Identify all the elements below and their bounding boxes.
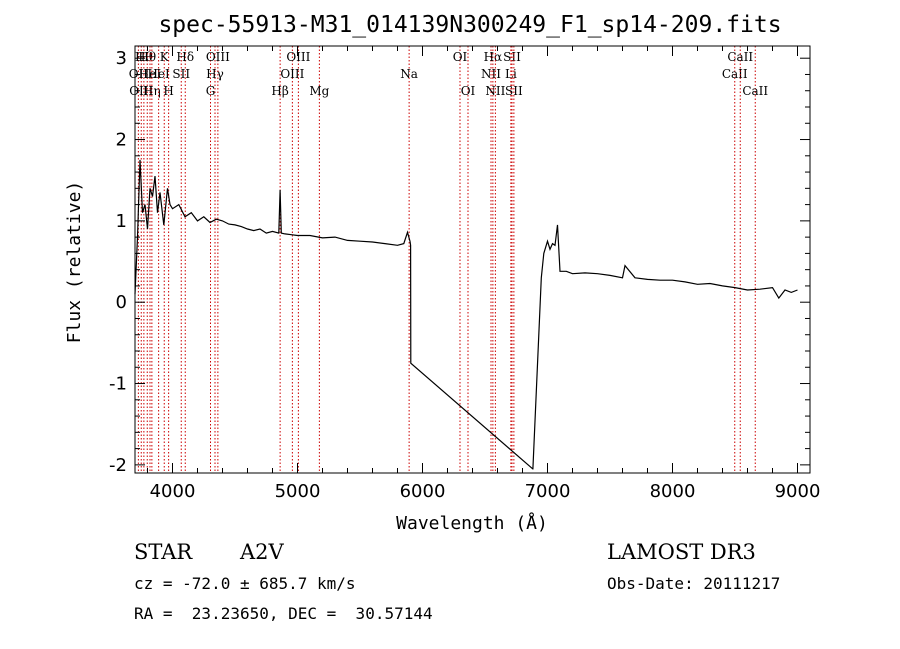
line-marker-label: NII <box>481 67 501 81</box>
x-axis-label: Wavelength (Å) <box>396 512 548 534</box>
spectrum-line <box>134 159 798 470</box>
line-marker-label: Na <box>400 67 418 81</box>
line-marker-label: OIII <box>206 50 230 64</box>
chart-title: spec-55913-M31_014139N300249_F1_sp14-209… <box>158 12 781 38</box>
line-marker-label: H <box>163 84 173 98</box>
line-marker-label: Hθ <box>135 50 153 64</box>
x-tick-label: 5000 <box>275 481 321 502</box>
y-tick-label: 2 <box>116 130 127 151</box>
line-marker-label: CaII <box>727 50 753 64</box>
axes: 4000 5000 6000 7000 8000 9000 -2 -1 0 1 2 3 <box>109 46 820 502</box>
line-marker-label: Hθ <box>138 50 156 64</box>
line-marker-label: CaII <box>722 67 748 81</box>
x-tick-label: 4000 <box>150 481 196 502</box>
y-tick-label: -2 <box>109 455 127 476</box>
line-marker-label: Mg <box>309 84 329 98</box>
x-tick-label: 6000 <box>400 481 446 502</box>
line-marker-label: SII <box>172 67 190 81</box>
line-marker-label: G <box>206 84 216 98</box>
line-marker-label: OI <box>461 84 476 98</box>
line-marker-label: OIII <box>280 67 304 81</box>
redshift-velocity: cz = -72.0 ± 685.7 km/s <box>134 574 356 593</box>
line-markers: OIIOIIIHθHθHeIHηHeIKHSIIHδGHγOIIIHβOIIIO… <box>129 46 768 473</box>
x-tick-label: 7000 <box>525 481 571 502</box>
line-marker-label: SII <box>505 84 523 98</box>
object-subclass: A2V <box>240 540 284 564</box>
y-tick-label: 1 <box>116 211 127 232</box>
coordinates: RA = 23.23650, DEC = 30.57144 <box>134 604 433 623</box>
object-class: STAR <box>134 540 193 564</box>
x-tick-label: 8000 <box>650 481 696 502</box>
observation-date: Obs-Date: 20111217 <box>607 574 781 593</box>
line-marker-label: K <box>160 50 170 64</box>
line-marker-label: HeI <box>147 67 170 81</box>
x-tick-label: 9000 <box>775 481 821 502</box>
line-marker-label: Li <box>505 67 517 81</box>
y-tick-label: 0 <box>116 292 127 313</box>
line-marker-label: Hγ <box>206 67 224 81</box>
spectrum-series <box>134 159 798 470</box>
line-marker-label: SII <box>503 50 521 64</box>
line-marker-label: Hδ <box>176 50 194 64</box>
y-axis-label: Flux (relative) <box>64 181 85 344</box>
line-marker-label: OIII <box>286 50 310 64</box>
line-marker-label: Hη <box>143 84 161 98</box>
y-tick-label: -1 <box>109 374 127 395</box>
line-marker-label: Hα <box>484 50 503 64</box>
y-tick-label: 3 <box>116 48 127 69</box>
line-marker-label: HeI <box>139 67 162 81</box>
line-marker-label: OI <box>453 50 468 64</box>
line-marker-label: NII <box>485 84 505 98</box>
survey-name: LAMOST DR3 <box>607 540 756 564</box>
line-marker-label: CaII <box>742 84 768 98</box>
plot-frame <box>134 45 811 474</box>
line-marker-label: Hβ <box>271 84 288 98</box>
